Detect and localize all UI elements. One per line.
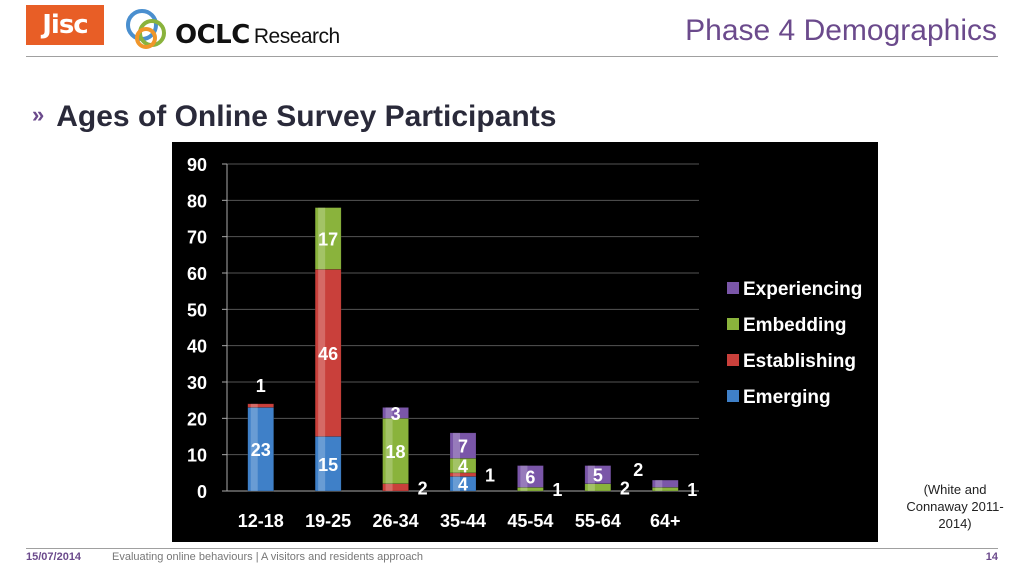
bar-highlight xyxy=(385,418,393,484)
oclc-wordmark: OCLC Research xyxy=(175,20,340,50)
oclc-subtitle: Research xyxy=(253,25,340,48)
data-label: 46 xyxy=(318,344,338,364)
jisc-logo: Jisc xyxy=(26,5,104,45)
page-title: Phase 4 Demographics xyxy=(685,14,997,47)
citation: (White and Connaway 2011-2014) xyxy=(906,482,1004,531)
bullet-chevron-icon: » xyxy=(32,102,45,127)
data-label: 1 xyxy=(256,376,266,396)
bar-highlight xyxy=(587,483,595,491)
page-number: 14 xyxy=(985,551,998,563)
legend-swatch-emerging xyxy=(727,390,739,402)
data-label: 1 xyxy=(485,466,495,486)
bar-emerging-19-25 xyxy=(314,436,342,492)
bar-highlight xyxy=(655,487,663,491)
y-tick-label: 20 xyxy=(187,409,207,429)
bar-embedding-19-25 xyxy=(314,207,342,270)
bar-highlight xyxy=(520,487,528,491)
x-tick-label: 12-18 xyxy=(238,511,284,531)
oclc-rings-icon xyxy=(126,9,166,49)
data-label: 4 xyxy=(458,457,468,477)
data-label: 17 xyxy=(318,229,338,249)
bar-experiencing-55-64 xyxy=(584,465,612,484)
footer-divider xyxy=(26,548,998,549)
data-label: 2 xyxy=(633,460,643,480)
bar-experiencing-64+ xyxy=(652,479,679,488)
bar-highlight xyxy=(520,465,528,488)
y-tick-label: 10 xyxy=(187,446,207,466)
x-tick-label: 26-34 xyxy=(373,511,419,531)
bar-highlight xyxy=(587,465,595,484)
data-label: 4 xyxy=(458,475,468,495)
x-tick-label: 45-54 xyxy=(507,511,553,531)
data-label: 1 xyxy=(552,480,562,500)
y-tick-label: 0 xyxy=(197,482,207,502)
data-label: 5 xyxy=(593,466,603,486)
bar-establishing-12-18 xyxy=(247,403,274,408)
bar-experiencing-45-54 xyxy=(517,465,544,488)
bar-highlight xyxy=(250,403,258,408)
bar-emerging-12-18 xyxy=(247,407,274,492)
bar-highlight xyxy=(385,407,393,419)
bar-highlight xyxy=(453,476,460,491)
y-tick-label: 50 xyxy=(187,300,207,320)
y-tick-label: 90 xyxy=(187,155,207,175)
bar-experiencing-26-34 xyxy=(382,407,409,419)
footer-date: 15/07/2014 xyxy=(26,551,82,563)
bar-experiencing-35-44 xyxy=(449,432,477,459)
bar-highlight xyxy=(655,480,663,488)
data-label: 2 xyxy=(620,478,630,498)
data-label: 7 xyxy=(458,437,468,457)
y-tick-label: 40 xyxy=(187,337,207,357)
bar-highlight xyxy=(318,269,326,437)
legend-label-emerging: Emerging xyxy=(743,387,831,408)
data-label: 18 xyxy=(386,442,406,462)
bar-highlight xyxy=(318,207,326,270)
legend-label-embedding: Embedding xyxy=(743,315,846,336)
x-tick-label: 19-25 xyxy=(305,511,351,531)
bar-establishing-19-25 xyxy=(314,269,342,437)
bar-highlight xyxy=(250,407,258,491)
section-title: Ages of Online Survey Participants xyxy=(56,100,557,133)
data-label: 2 xyxy=(418,478,428,498)
x-tick-label: 55-64 xyxy=(575,511,621,531)
bar-highlight xyxy=(385,483,393,491)
legend-label-experiencing: Experiencing xyxy=(743,279,862,300)
x-tick-label: 35-44 xyxy=(440,511,486,531)
data-label: 3 xyxy=(391,404,401,424)
legend-swatch-experiencing xyxy=(727,282,739,294)
y-tick-label: 80 xyxy=(187,191,207,211)
y-tick-label: 70 xyxy=(187,228,207,248)
chart-svg: 0 10 20 30 40 50 60 70 80 90 12-18 19-25 26-34 35-44 4… xyxy=(187,155,862,531)
header-divider xyxy=(26,56,998,57)
y-tick-label: 30 xyxy=(187,373,207,393)
y-tick-label: 60 xyxy=(187,264,207,284)
legend-swatch-establishing xyxy=(727,354,739,366)
footer-text: Evaluating online behaviours | A visitor… xyxy=(112,551,424,563)
data-label: 1 xyxy=(687,480,697,500)
bar-embedding-26-34 xyxy=(382,418,409,484)
bar-highlight xyxy=(453,458,460,473)
bar-establishing-35-44 xyxy=(449,472,477,477)
bar-highlight xyxy=(318,436,326,491)
legend-label-establishing: Establishing xyxy=(743,351,856,372)
stacked-bar-chart: 0 10 20 30 40 50 60 70 80 90 12-18 19-25 26-34 35-44 4… xyxy=(172,142,878,542)
bar-highlight xyxy=(453,432,460,459)
data-label: 23 xyxy=(251,440,271,460)
oclc-logo xyxy=(123,6,363,52)
data-label: 15 xyxy=(318,455,338,475)
section-heading: » Ages of Online Survey Participants xyxy=(32,100,556,134)
x-tick-label: 64+ xyxy=(650,511,681,531)
legend-swatch-embedding xyxy=(727,318,739,330)
bar-highlight xyxy=(453,472,460,477)
data-label: 6 xyxy=(525,467,535,487)
